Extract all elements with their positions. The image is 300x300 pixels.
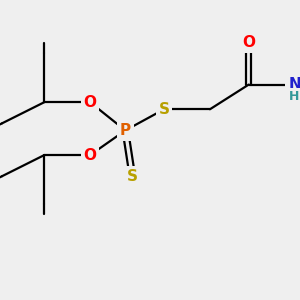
Text: S: S	[159, 102, 170, 117]
Text: S: S	[127, 169, 138, 184]
Text: O: O	[84, 148, 97, 163]
Text: H: H	[290, 90, 300, 103]
Text: O: O	[242, 35, 255, 50]
Text: O: O	[84, 95, 97, 110]
Text: N: N	[288, 77, 300, 92]
Text: P: P	[120, 123, 131, 138]
